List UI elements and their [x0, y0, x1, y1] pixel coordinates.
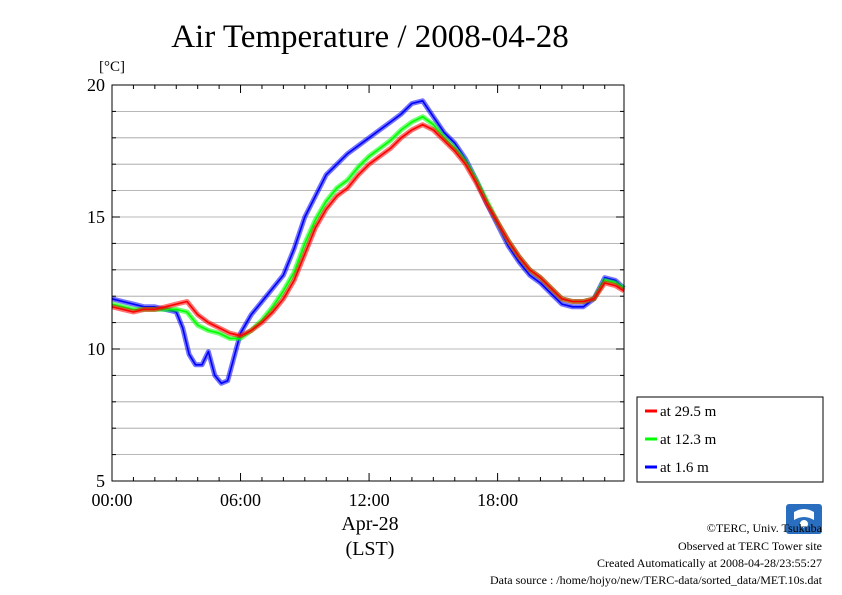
x-tick-label: 12:00 — [349, 490, 390, 510]
plot-frame — [111, 84, 625, 482]
copyright-text: ©TERC, Univ. Tsukuba — [707, 521, 823, 535]
legend-box — [636, 396, 824, 483]
series-layer — [111, 98, 626, 386]
axis-ticks — [111, 84, 624, 482]
chart-title: Air Temperature / 2008-04-28 — [171, 19, 569, 55]
legend-label: at 12.3 m — [660, 432, 717, 448]
source-text: Data source : /home/hojyo/new/TERC-data/… — [490, 573, 823, 587]
y-tick-label: 10 — [87, 339, 105, 359]
legend-label: at 29.5 m — [660, 404, 717, 420]
logo-text: TERC — [792, 525, 817, 535]
site-text: Observed at TERC Tower site — [678, 539, 822, 553]
y-tick-label: 5 — [96, 471, 105, 491]
created-text: Created Automatically at 2008-04-28/23:5… — [597, 556, 822, 570]
series-line-0 — [111, 123, 625, 337]
x-tick-label: 00:00 — [91, 490, 132, 510]
legend: at 29.5 m at 12.3 m at 1.6 m — [645, 404, 717, 476]
y-axis-unit: [°C] — [99, 59, 125, 75]
series-band-2 — [111, 98, 626, 386]
x-axis-label: Apr-28 — [341, 513, 398, 535]
y-tick-label: 15 — [87, 207, 105, 227]
x-tick-label: 06:00 — [220, 490, 261, 510]
legend-label: at 1.6 m — [660, 460, 709, 476]
terc-logo: TERC — [786, 504, 822, 535]
x-tick-label: 18:00 — [477, 490, 518, 510]
series-line-2 — [111, 100, 625, 385]
tick-labels: 00:00 06:00 12:00 18:00 5 10 15 20 — [87, 75, 518, 510]
x-axis-unit: (LST) — [346, 538, 395, 560]
y-tick-label: 20 — [87, 75, 105, 95]
